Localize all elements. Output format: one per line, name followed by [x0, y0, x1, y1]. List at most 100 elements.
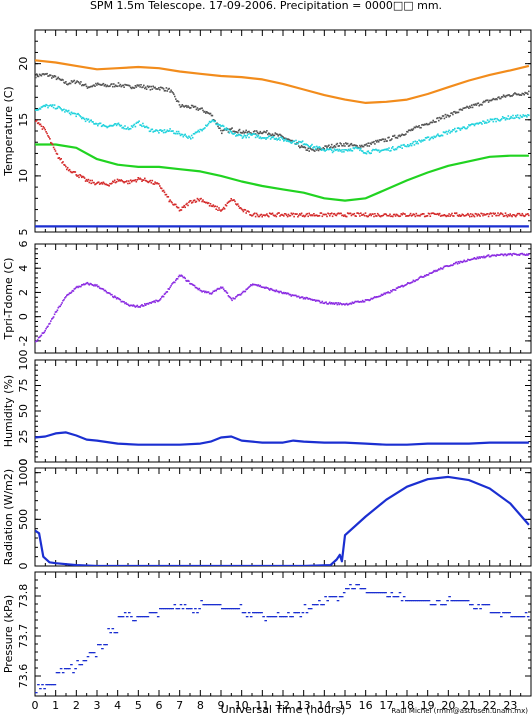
- data-point: [139, 86, 141, 88]
- data-point: [288, 140, 291, 143]
- data-point: [120, 124, 123, 127]
- data-point: [393, 134, 396, 137]
- data-point: [405, 215, 407, 217]
- data-point: [503, 215, 506, 217]
- data-point: [338, 145, 340, 147]
- data-point: [266, 616, 270, 618]
- data-point: [176, 206, 179, 209]
- data-point: [318, 214, 321, 217]
- data-point: [252, 133, 255, 135]
- data-point: [75, 81, 77, 84]
- data-point: [316, 299, 319, 302]
- data-point: [240, 208, 243, 210]
- data-point: [252, 213, 255, 215]
- data-point: [154, 86, 156, 89]
- data-point: [298, 145, 300, 147]
- data-point: [199, 108, 201, 110]
- y-tick-label: 6: [17, 241, 30, 248]
- panel-frame: [34, 243, 532, 354]
- data-point: [454, 212, 456, 214]
- data-point: [207, 291, 210, 293]
- data-point: [488, 99, 491, 102]
- data-point: [88, 652, 92, 654]
- data-point: [145, 303, 148, 305]
- data-point: [35, 76, 37, 79]
- data-point: [367, 142, 370, 144]
- data-point: [190, 104, 193, 107]
- data-point: [92, 652, 96, 654]
- data-point: [85, 282, 88, 284]
- data-point: [325, 149, 327, 151]
- data-point: [446, 133, 449, 135]
- data-point: [386, 148, 388, 150]
- data-point: [159, 298, 162, 300]
- data-point: [524, 114, 526, 117]
- data-point: [429, 272, 432, 274]
- data-point: [449, 132, 451, 134]
- data-point: [337, 150, 340, 152]
- data-point: [203, 201, 205, 203]
- data-point: [197, 288, 200, 291]
- data-point: [376, 139, 379, 142]
- data-point: [460, 108, 463, 111]
- data-point: [199, 198, 201, 200]
- data-point: [223, 208, 226, 210]
- data-point: [399, 135, 402, 138]
- data-point: [500, 212, 502, 214]
- data-point: [473, 257, 476, 259]
- data-point: [72, 112, 75, 115]
- data-point: [101, 183, 104, 185]
- data-point: [447, 265, 449, 268]
- data-point: [133, 123, 136, 126]
- data-point: [145, 88, 148, 90]
- data-point: [118, 124, 121, 126]
- data-point: [487, 215, 490, 218]
- data-point: [487, 254, 490, 256]
- series-line: [35, 143, 529, 202]
- data-point: [351, 301, 354, 304]
- data-point: [336, 148, 339, 151]
- data-point: [353, 301, 356, 304]
- data-point: [90, 283, 92, 285]
- data-point: [214, 205, 216, 207]
- data-point: [308, 297, 310, 300]
- data-point: [313, 213, 315, 215]
- data-point: [60, 158, 62, 160]
- data-point: [330, 148, 332, 150]
- data-point: [119, 299, 122, 301]
- data-point: [473, 608, 476, 610]
- data-point: [471, 604, 474, 606]
- data-point: [278, 212, 280, 214]
- data-point: [481, 604, 484, 606]
- data-point: [349, 143, 352, 146]
- data-point: [443, 265, 446, 268]
- data-point: [64, 111, 66, 113]
- data-point: [148, 130, 151, 133]
- data-point: [44, 329, 46, 332]
- data-point: [80, 116, 82, 118]
- data-point: [495, 255, 497, 257]
- data-point: [309, 298, 311, 300]
- data-point: [303, 297, 306, 299]
- data-point: [324, 301, 326, 304]
- data-point: [145, 125, 148, 128]
- data-point: [125, 128, 127, 130]
- data-point: [168, 87, 170, 90]
- data-point: [217, 125, 219, 128]
- data-point: [370, 152, 372, 154]
- data-point: [97, 82, 99, 85]
- data-point: [342, 149, 344, 151]
- data-point: [341, 214, 343, 217]
- data-point: [56, 153, 59, 155]
- x-tick-label: 20: [441, 699, 455, 712]
- data-point: [447, 114, 449, 117]
- data-point: [363, 144, 366, 146]
- data-point: [55, 672, 59, 674]
- data-point: [190, 138, 192, 140]
- data-point: [427, 136, 430, 138]
- data-point: [460, 127, 463, 130]
- data-point: [87, 118, 90, 120]
- data-point: [327, 303, 329, 305]
